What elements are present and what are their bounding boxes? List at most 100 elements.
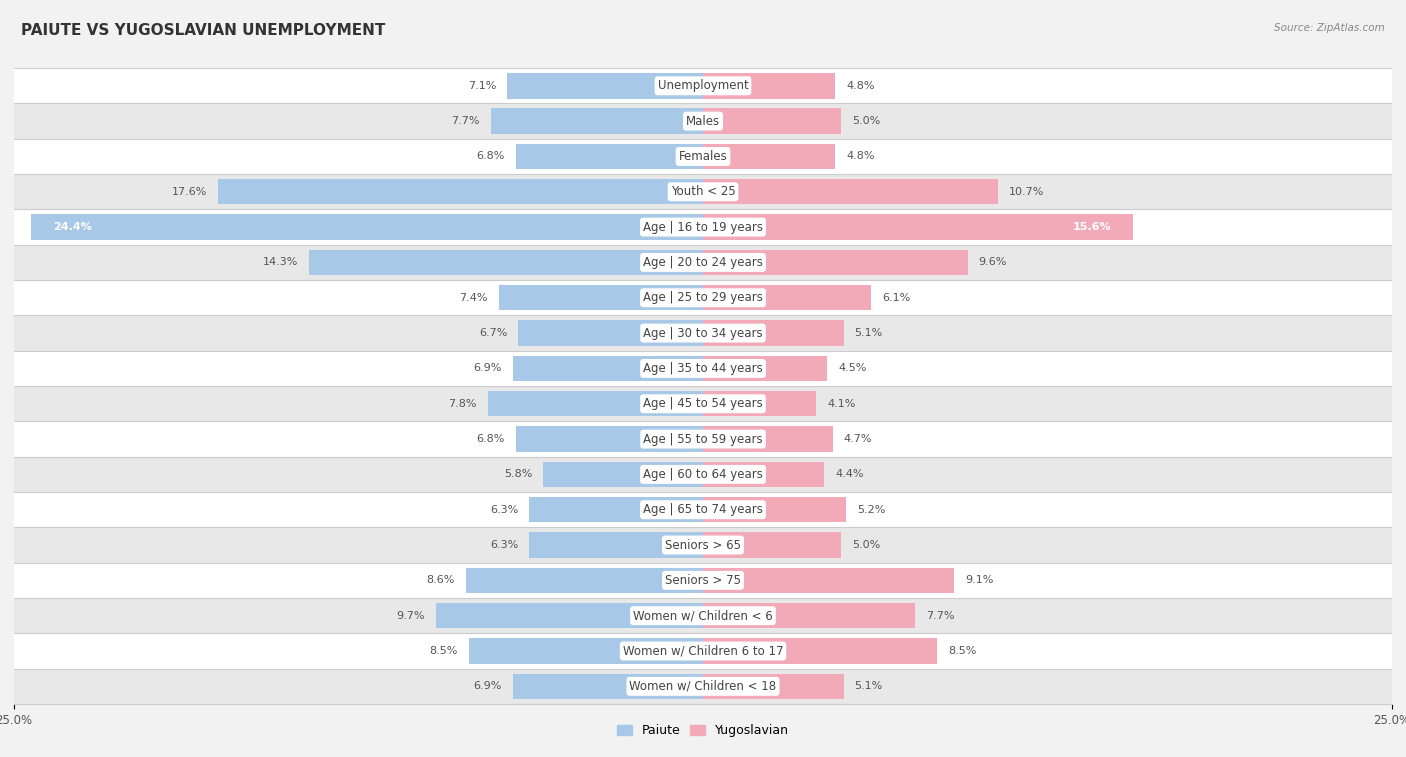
- Bar: [468, 638, 703, 664]
- Text: 14.3%: 14.3%: [263, 257, 298, 267]
- Text: 6.3%: 6.3%: [491, 540, 519, 550]
- Bar: [516, 426, 703, 452]
- Bar: [703, 356, 827, 381]
- Text: 9.1%: 9.1%: [965, 575, 993, 585]
- Legend: Paiute, Yugoslavian: Paiute, Yugoslavian: [612, 719, 794, 743]
- Bar: [14, 174, 1392, 210]
- Text: 7.4%: 7.4%: [460, 293, 488, 303]
- Text: 5.1%: 5.1%: [855, 328, 883, 338]
- Bar: [218, 179, 703, 204]
- Bar: [14, 350, 1392, 386]
- Text: Youth < 25: Youth < 25: [671, 185, 735, 198]
- Bar: [14, 245, 1392, 280]
- Text: 4.8%: 4.8%: [846, 151, 875, 161]
- Bar: [508, 73, 703, 98]
- Bar: [14, 386, 1392, 422]
- Text: 5.1%: 5.1%: [855, 681, 883, 691]
- Text: Seniors > 65: Seniors > 65: [665, 538, 741, 552]
- Bar: [14, 668, 1392, 704]
- Text: Unemployment: Unemployment: [658, 79, 748, 92]
- Text: Age | 65 to 74 years: Age | 65 to 74 years: [643, 503, 763, 516]
- Bar: [31, 214, 703, 240]
- Bar: [14, 598, 1392, 634]
- Bar: [14, 634, 1392, 668]
- Text: 7.1%: 7.1%: [468, 81, 496, 91]
- Bar: [703, 603, 915, 628]
- Bar: [436, 603, 703, 628]
- Text: 8.5%: 8.5%: [429, 646, 458, 656]
- Text: 15.6%: 15.6%: [1073, 222, 1111, 232]
- Text: 9.6%: 9.6%: [979, 257, 1007, 267]
- Bar: [14, 104, 1392, 139]
- Text: Age | 55 to 59 years: Age | 55 to 59 years: [643, 432, 763, 446]
- Text: Females: Females: [679, 150, 727, 163]
- Bar: [543, 462, 703, 487]
- Text: 4.5%: 4.5%: [838, 363, 866, 373]
- Bar: [703, 144, 835, 169]
- Text: Age | 60 to 64 years: Age | 60 to 64 years: [643, 468, 763, 481]
- Text: 10.7%: 10.7%: [1010, 187, 1045, 197]
- Bar: [703, 73, 835, 98]
- Text: 8.6%: 8.6%: [426, 575, 456, 585]
- Bar: [513, 674, 703, 699]
- Text: Age | 45 to 54 years: Age | 45 to 54 years: [643, 397, 763, 410]
- Bar: [703, 214, 1133, 240]
- Bar: [14, 316, 1392, 350]
- Text: 5.8%: 5.8%: [503, 469, 531, 479]
- Text: 4.8%: 4.8%: [846, 81, 875, 91]
- Bar: [14, 139, 1392, 174]
- Text: 9.7%: 9.7%: [396, 611, 425, 621]
- Bar: [513, 356, 703, 381]
- Bar: [14, 456, 1392, 492]
- Bar: [703, 426, 832, 452]
- Text: 7.7%: 7.7%: [451, 116, 479, 126]
- Bar: [703, 285, 872, 310]
- Text: Seniors > 75: Seniors > 75: [665, 574, 741, 587]
- Text: Males: Males: [686, 114, 720, 128]
- Text: 6.8%: 6.8%: [477, 434, 505, 444]
- Text: 4.4%: 4.4%: [835, 469, 863, 479]
- Bar: [703, 179, 998, 204]
- Bar: [703, 250, 967, 275]
- Text: 7.7%: 7.7%: [927, 611, 955, 621]
- Bar: [14, 210, 1392, 245]
- Text: Women w/ Children < 18: Women w/ Children < 18: [630, 680, 776, 693]
- Bar: [14, 68, 1392, 104]
- Bar: [530, 497, 703, 522]
- Bar: [465, 568, 703, 593]
- Bar: [499, 285, 703, 310]
- Text: PAIUTE VS YUGOSLAVIAN UNEMPLOYMENT: PAIUTE VS YUGOSLAVIAN UNEMPLOYMENT: [21, 23, 385, 38]
- Text: 8.5%: 8.5%: [948, 646, 977, 656]
- Text: Source: ZipAtlas.com: Source: ZipAtlas.com: [1274, 23, 1385, 33]
- Text: Age | 16 to 19 years: Age | 16 to 19 years: [643, 220, 763, 234]
- Bar: [488, 391, 703, 416]
- Bar: [516, 144, 703, 169]
- Bar: [14, 528, 1392, 562]
- Text: Women w/ Children 6 to 17: Women w/ Children 6 to 17: [623, 644, 783, 658]
- Bar: [14, 562, 1392, 598]
- Bar: [703, 638, 938, 664]
- Text: 24.4%: 24.4%: [52, 222, 91, 232]
- Text: 6.9%: 6.9%: [474, 681, 502, 691]
- Bar: [14, 492, 1392, 528]
- Text: Age | 20 to 24 years: Age | 20 to 24 years: [643, 256, 763, 269]
- Text: 5.0%: 5.0%: [852, 540, 880, 550]
- Text: 6.1%: 6.1%: [882, 293, 910, 303]
- Text: 17.6%: 17.6%: [172, 187, 207, 197]
- Bar: [309, 250, 703, 275]
- Text: 5.2%: 5.2%: [858, 505, 886, 515]
- Text: Age | 30 to 34 years: Age | 30 to 34 years: [643, 326, 763, 340]
- Bar: [703, 674, 844, 699]
- Bar: [703, 108, 841, 134]
- Text: 5.0%: 5.0%: [852, 116, 880, 126]
- Text: 4.7%: 4.7%: [844, 434, 872, 444]
- Bar: [519, 320, 703, 346]
- Bar: [703, 391, 815, 416]
- Text: 6.8%: 6.8%: [477, 151, 505, 161]
- Text: 6.7%: 6.7%: [479, 328, 508, 338]
- Bar: [703, 497, 846, 522]
- Text: 7.8%: 7.8%: [449, 399, 477, 409]
- Text: Age | 25 to 29 years: Age | 25 to 29 years: [643, 291, 763, 304]
- Bar: [703, 568, 953, 593]
- Bar: [703, 532, 841, 558]
